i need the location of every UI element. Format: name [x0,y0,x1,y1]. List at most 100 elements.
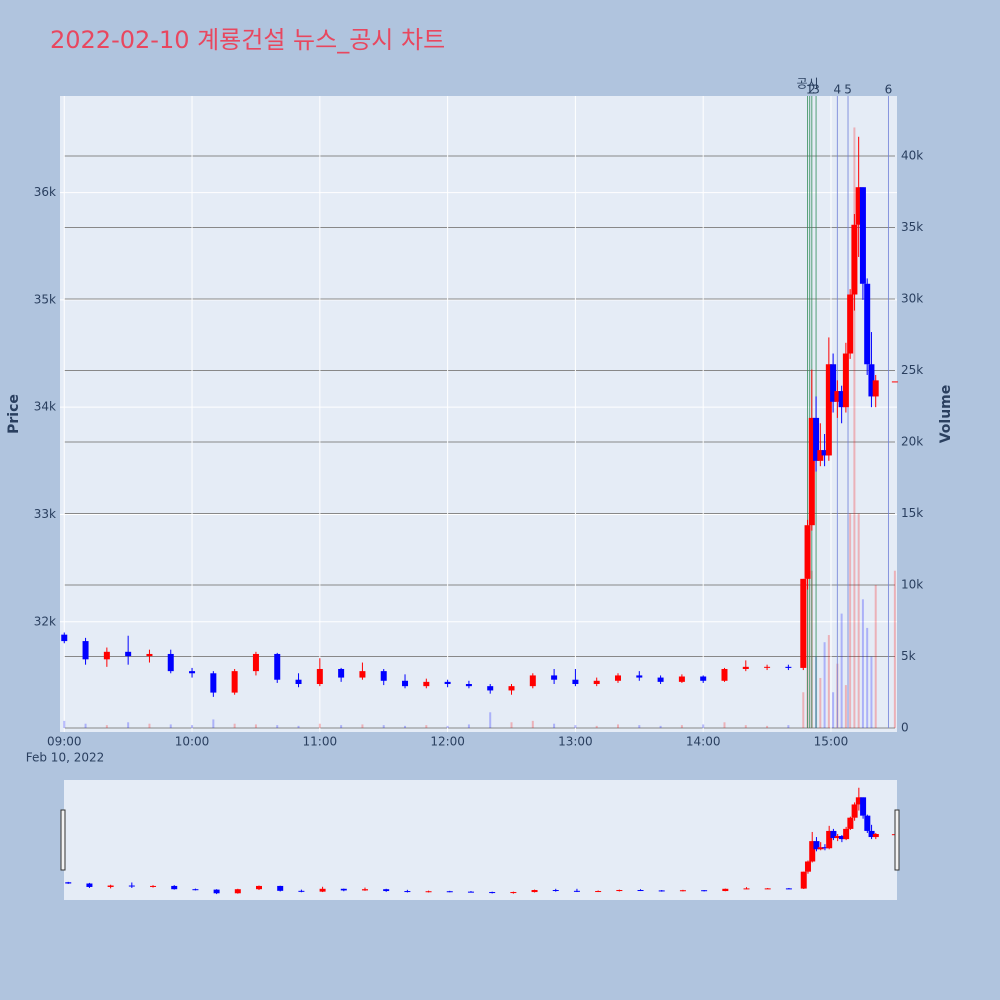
candle-body [830,364,837,402]
candle-body [128,885,135,887]
candle-body [785,888,792,890]
candle-body [82,641,89,660]
x-tick-label: 11:00 [303,735,338,749]
candle-body [234,889,241,894]
volume-bar [105,725,108,728]
y2-tick-label: 30k [901,292,923,306]
candle-body [821,847,828,849]
candle-body [274,653,281,680]
volume-bar [382,725,385,728]
candle-body [359,671,366,678]
candle-body [658,890,665,892]
volume-bar [318,723,321,728]
candle-body [404,891,411,893]
event-label: 1 [806,83,814,97]
candle-body [679,890,686,892]
range-handle[interactable] [894,809,900,871]
volume-bar [127,722,130,728]
candle-body [872,833,879,838]
candle-body [572,679,579,685]
candle-body [864,815,871,831]
candle-body [551,675,558,680]
volume-bar [857,513,860,728]
event-label: 3 [812,83,820,97]
candle-body [830,830,837,839]
candle-body [834,836,841,839]
volume-bar [595,725,598,728]
range-handle[interactable] [60,809,66,871]
candle-body [61,634,68,642]
candle-body [444,681,451,685]
candle-body [838,391,845,408]
candle-body [742,666,749,669]
volume-bar [638,725,641,728]
candle-body [826,830,833,849]
candle-body [125,651,132,657]
plot-area [60,96,897,732]
candle-body [804,861,811,872]
candle-body [361,889,368,891]
candle-body [402,680,409,687]
x-tick-label: 10:00 [175,735,210,749]
candle-body [103,651,110,660]
volume-bar [853,127,856,728]
y-tick-label: 34k [34,400,56,414]
chart-title: 2022-02-10 계룡건설 뉴스_공시 차트 [50,26,445,54]
candle-body [552,890,559,892]
y-tick-label: 33k [34,507,56,521]
candle-body [860,797,867,816]
event-label: 공시 [797,77,819,91]
candle-body [800,578,807,668]
candle-body [192,889,199,891]
candle-body [842,353,849,408]
y2-tick-label: 40k [901,149,923,163]
x-tick-label: 13:00 [558,735,593,749]
candle-body [86,883,93,887]
volume-bar [702,724,705,728]
candle-body [808,417,815,526]
candle-body [813,417,820,461]
volume-bar [823,642,826,728]
candle-body [678,676,685,682]
candle-body [847,294,854,354]
volume-bar [404,725,407,728]
candle-body [529,675,536,687]
volume-bar [680,725,683,728]
candle-body [800,871,807,889]
volume-bar [744,725,747,728]
volume-bar [827,635,830,728]
volume-bar [233,723,236,728]
candle-body [813,841,820,850]
volume-bar [766,725,769,728]
volume-bar [148,723,151,728]
candle-body [593,680,600,685]
candle-body [595,891,602,893]
candle-body [700,676,707,681]
candle-body [316,668,323,685]
volume-bar [870,656,873,728]
volume-bar [844,685,847,728]
volume-bar [866,627,869,728]
volume-bar [723,722,726,728]
candle-body [637,890,644,892]
candle-body [171,885,178,890]
y2-tick-label: 35k [901,220,923,234]
candle-body [383,889,390,892]
candle-body [150,885,157,887]
volume-bar [617,724,619,728]
candle-body [722,888,729,892]
y2-tick-label: 20k [901,435,923,449]
candle-body [295,679,302,685]
y2-tick-label: 10k [901,578,923,592]
x-tick-label: 12:00 [430,735,465,749]
candle-body [167,653,174,672]
candle-body [864,283,871,365]
y-tick-label: 36k [34,185,56,199]
candle-body [298,890,305,892]
volume-bar [553,723,556,728]
candle-body [446,891,453,893]
range-slider[interactable] [64,780,897,900]
candle-body [851,804,858,818]
candle-body [804,525,811,579]
y2-tick-label: 5k [901,649,916,663]
